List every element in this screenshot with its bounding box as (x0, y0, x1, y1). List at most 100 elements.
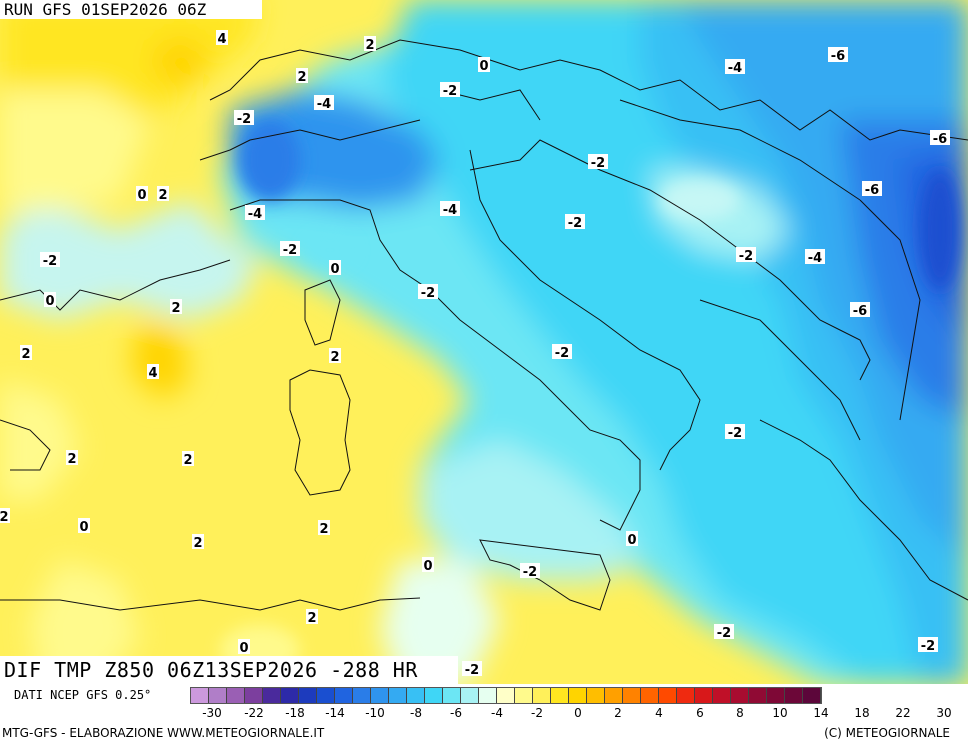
contour-label-bg (238, 639, 250, 654)
contour-label-bg (418, 284, 438, 299)
contour-label-bg (136, 186, 148, 201)
contour-label-bg (296, 68, 308, 83)
contour-label-bg (565, 214, 585, 229)
contour-label-bg (170, 299, 182, 314)
colorbar-swatch (245, 688, 263, 703)
colorbar-swatch (803, 688, 821, 703)
colorbar-tick: -30 (202, 706, 222, 720)
contour-label: 2 (319, 522, 328, 537)
colorbar-swatch (749, 688, 767, 703)
colorbar-swatch (335, 688, 353, 703)
contour-label-bg (216, 30, 228, 45)
colorbar-tick: 8 (736, 706, 744, 720)
contour-label: -4 (248, 207, 262, 222)
contour-label: -2 (728, 426, 742, 441)
temperature-anomaly-map: 4 220-2-4-2-4-6-6-2-2-60 2-4 -4-2 -2 -4-2-6-2… (0, 0, 968, 684)
contour-label-bg (805, 249, 825, 264)
contour-label-bg (280, 241, 300, 256)
legend-panel: DATI NCEP GFS 0.25° -30 -22 -18 -14 -10 -8 -6-… (0, 684, 968, 745)
contour-label-bg (440, 201, 460, 216)
colorbar-tick: 4 (655, 706, 663, 720)
contour-label: 2 (193, 536, 202, 551)
contour-label-bg (78, 518, 90, 533)
contour-label: -6 (865, 183, 879, 198)
contour-label: -4 (728, 61, 742, 76)
colorbar-swatch (209, 688, 227, 703)
contour-label: 2 (158, 188, 167, 203)
contour-label: 2 (0, 510, 9, 525)
coastlines (0, 39, 968, 611)
colorbar (190, 687, 822, 704)
contour-label-bg (930, 130, 950, 145)
colorbar-swatch (317, 688, 335, 703)
contour-label-bg (862, 181, 882, 196)
contour-label: -2 (739, 249, 753, 264)
contour-label: 0 (627, 533, 636, 548)
contour-label: -6 (853, 304, 867, 319)
contour-label-bg (440, 82, 460, 97)
contour-label: 2 (67, 452, 76, 467)
contour-label-bg (44, 292, 56, 307)
colorbar-swatch (281, 688, 299, 703)
contour-label-bg (329, 348, 341, 363)
contour-label-bg (828, 47, 848, 62)
contour-label: -2 (421, 286, 435, 301)
contour-label-bg (736, 247, 756, 262)
contour-label: -6 (831, 49, 845, 64)
contour-label: 2 (171, 301, 180, 316)
contour-label-bg (40, 252, 60, 267)
contour-label-bg (588, 154, 608, 169)
colorbar-tick: 10 (772, 706, 788, 720)
contour-label: -2 (283, 243, 297, 258)
contour-label-bg (20, 345, 32, 360)
contour-label: 2 (365, 38, 374, 53)
colorbar-swatch (695, 688, 713, 703)
colorbar-swatch (767, 688, 785, 703)
contour-label-bg (714, 624, 734, 639)
run-label: RUN GFS 01SEP2026 06Z (0, 0, 262, 19)
contour-label: 2 (21, 347, 30, 362)
contour-label-bg (918, 637, 938, 652)
variable-label: DIF TMP Z850 06Z13SEP2026 -288 HR (0, 656, 458, 684)
colorbar-tick: -2 (531, 706, 543, 720)
contour-label: -2 (443, 84, 457, 99)
colorbar-swatch (299, 688, 317, 703)
colorbar-ticks: -30 -22 -18 -14 -10 -8 -6 -4 -2 0 2 4 6 8 10 14 18 22 30 (190, 706, 968, 722)
contour-label-bg (725, 59, 745, 74)
source-label: DATI NCEP GFS 0.25° (14, 688, 152, 702)
contour-label-bg (314, 95, 334, 110)
colorbar-swatch (353, 688, 371, 703)
colorbar-swatch (659, 688, 677, 703)
contour-label: -4 (808, 251, 822, 266)
contour-label-bg (234, 110, 254, 125)
contour-label-bg (306, 609, 318, 624)
colorbar-tick: -14 (325, 706, 345, 720)
colorbar-swatch (713, 688, 731, 703)
contour-label-bg (245, 205, 265, 220)
colorbar-swatch (533, 688, 551, 703)
colorbar-swatch (515, 688, 533, 703)
colorbar-swatch (443, 688, 461, 703)
contour-label: -2 (921, 639, 935, 654)
contour-label-bg (462, 661, 482, 676)
colorbar-tick: 0 (574, 706, 582, 720)
colorbar-swatch (785, 688, 803, 703)
contour-label-bg (478, 57, 490, 72)
colorbar-tick: -10 (365, 706, 385, 720)
colorbar-swatch (263, 688, 281, 703)
contour-label: -2 (237, 112, 251, 127)
map-panel: 4 2 2 0 -2 -4 -2 -4 -6 -6 -2 -2 -6 0 2 -4 -4 -2 -2 -4 -2 -6 -2… (0, 0, 968, 684)
colorbar-swatch (551, 688, 569, 703)
contour-label: -2 (717, 626, 731, 641)
contour-label-bg (552, 344, 572, 359)
colorbar-swatch (407, 688, 425, 703)
contour-label: 4 (217, 32, 226, 47)
colorbar-tick: -6 (450, 706, 462, 720)
contour-label: 2 (183, 453, 192, 468)
colorbar-swatch (389, 688, 407, 703)
contour-label-bg (147, 364, 159, 379)
contour-label: 0 (45, 294, 54, 309)
contour-label-bg (329, 260, 341, 275)
contour-label-bg (182, 451, 194, 466)
colorbar-tick: 2 (614, 706, 622, 720)
